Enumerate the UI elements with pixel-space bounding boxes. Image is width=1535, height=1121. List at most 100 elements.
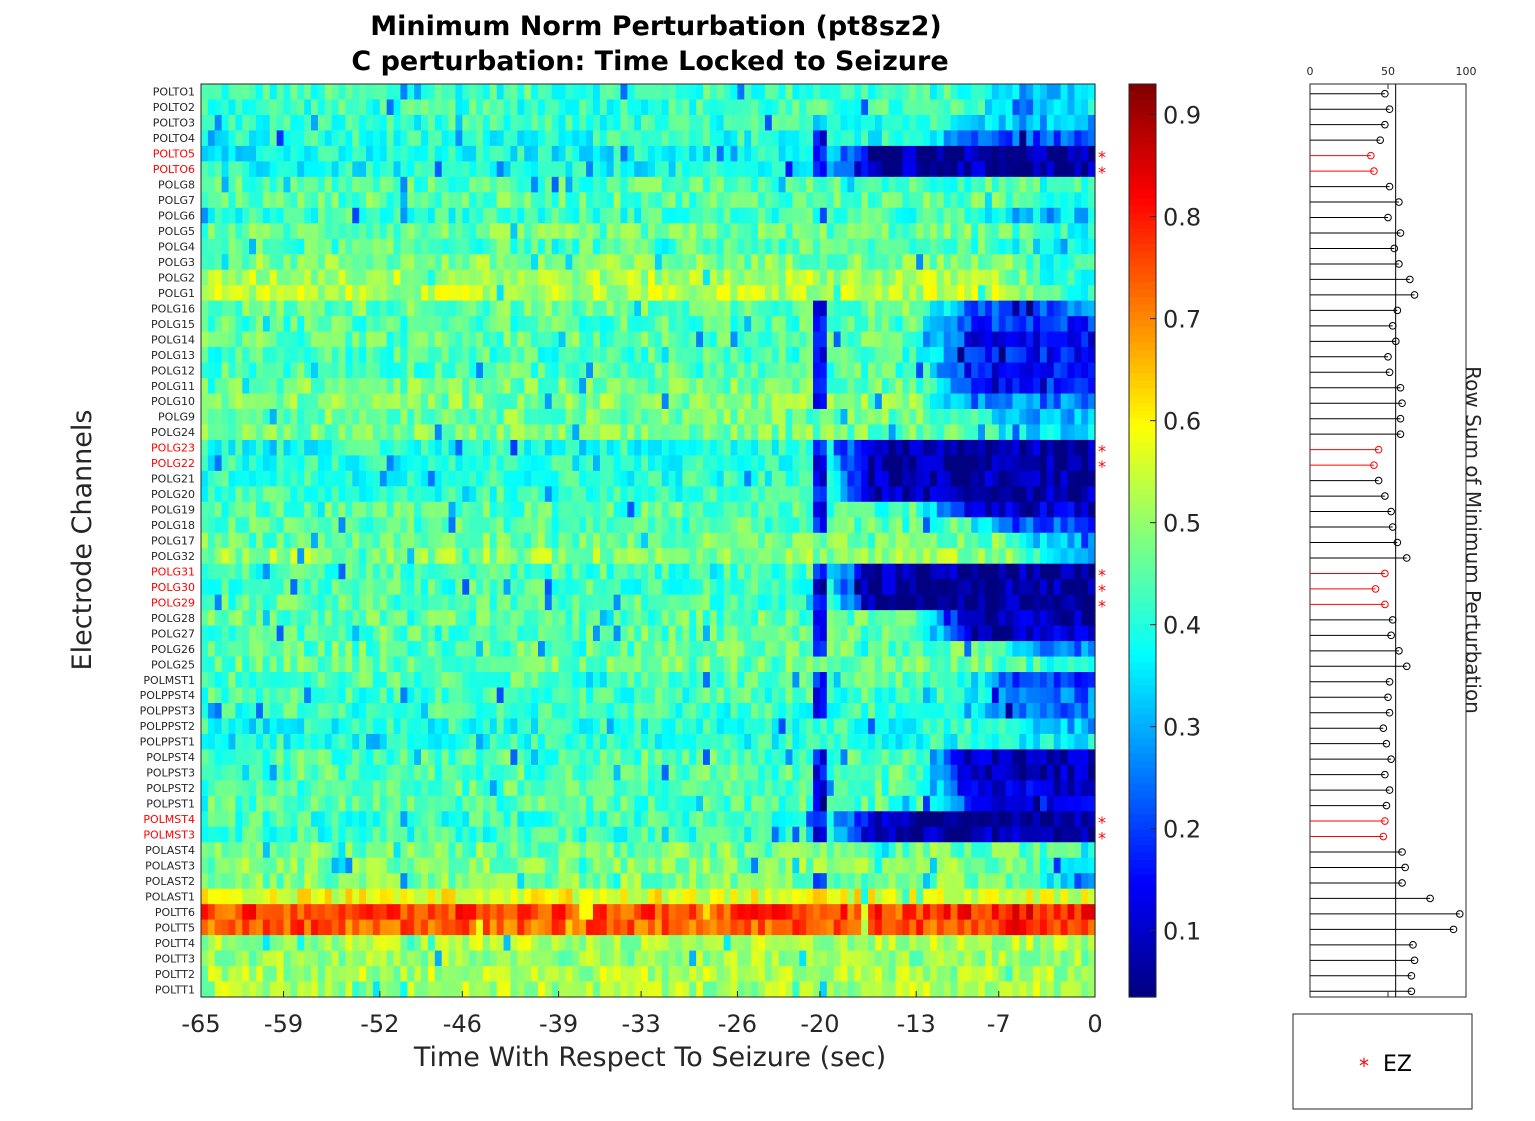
heatmap-cell — [414, 362, 422, 379]
heatmap-cell — [627, 532, 635, 549]
heatmap-cell — [517, 130, 525, 147]
heatmap-cell — [888, 579, 897, 596]
heatmap-cell — [324, 470, 333, 487]
heatmap-cell — [744, 84, 752, 101]
heatmap-cell — [352, 176, 360, 193]
heatmap-cell — [455, 424, 463, 441]
heatmap-cell — [359, 84, 367, 101]
heatmap-cell — [579, 316, 587, 333]
heatmap-cell — [345, 192, 353, 209]
heatmap-cell — [476, 285, 484, 302]
heatmap-cell — [675, 362, 683, 379]
heatmap-cell — [235, 579, 243, 596]
heatmap-cell — [489, 207, 498, 224]
heatmap-cell — [393, 439, 402, 456]
heatmap-cell — [221, 455, 230, 472]
heatmap-cell — [785, 486, 794, 503]
heatmap-cell — [256, 347, 264, 364]
heatmap-cell — [950, 223, 959, 240]
heatmap-cell — [1060, 486, 1069, 503]
heatmap-cell — [572, 641, 580, 658]
heatmap-cell — [895, 161, 904, 178]
heatmap-cell — [929, 223, 938, 240]
heatmap-cell — [317, 161, 326, 178]
heatmap-cell — [895, 424, 904, 441]
heatmap-cell — [888, 408, 897, 426]
heatmap-cell — [531, 254, 539, 271]
heatmap-cell — [709, 223, 718, 240]
heatmap-cell — [998, 84, 1007, 101]
heatmap-cell — [269, 114, 278, 132]
heatmap-cell — [709, 99, 718, 116]
heatmap-cell — [462, 161, 470, 178]
heatmap-cell — [1039, 594, 1048, 611]
heatmap-cell — [723, 548, 732, 565]
heatmap-cell — [902, 378, 910, 395]
heatmap-cell — [579, 331, 587, 348]
heatmap-cell — [1033, 610, 1041, 627]
heatmap-cell — [881, 130, 890, 147]
heatmap-cell — [682, 238, 690, 255]
heatmap-cell — [771, 610, 780, 627]
heatmap-cell — [393, 486, 402, 503]
heatmap-cell — [421, 455, 429, 472]
heatmap-cell — [744, 192, 752, 209]
heatmap-cell — [531, 625, 539, 642]
heatmap-cell — [654, 625, 663, 642]
heatmap-cell — [586, 84, 594, 101]
heatmap-cell — [469, 625, 477, 642]
heatmap-cell — [572, 424, 580, 441]
heatmap-cell — [641, 84, 649, 101]
heatmap-cell — [558, 656, 567, 673]
heatmap-cell — [269, 579, 278, 596]
heatmap-cell — [1005, 269, 1014, 286]
heatmap-cell — [854, 285, 862, 302]
heatmap-cell — [379, 532, 388, 549]
heatmap-cell — [991, 300, 1000, 317]
heatmap-cell — [441, 378, 450, 395]
heatmap-cell — [909, 424, 917, 441]
heatmap-cell — [813, 269, 821, 286]
heatmap-cell — [1088, 424, 1096, 441]
heatmap-cell — [888, 393, 897, 410]
heatmap-cell — [778, 145, 787, 162]
heatmap-cell — [696, 486, 704, 503]
heatmap-cell — [558, 455, 567, 472]
heatmap-cell — [1053, 300, 1062, 317]
heatmap-cell — [1046, 114, 1055, 132]
heatmap-cell — [338, 378, 347, 395]
heatmap-cell — [1081, 594, 1089, 611]
heatmap-cell — [462, 656, 470, 673]
heatmap-cell — [799, 393, 807, 410]
heatmap-cell — [703, 176, 711, 193]
heatmap-cell — [819, 207, 828, 224]
heatmap-cell — [984, 347, 993, 364]
heatmap-cell — [386, 548, 395, 565]
heatmap-cell — [874, 84, 883, 101]
heatmap-cell — [1074, 347, 1082, 364]
heatmap-cell — [338, 424, 347, 441]
heatmap-cell — [881, 84, 890, 101]
heatmap-cell — [641, 316, 649, 333]
heatmap-cell — [819, 455, 828, 472]
heatmap-cell — [592, 176, 601, 193]
heatmap-cell — [833, 424, 842, 441]
heatmap-cell — [716, 656, 725, 673]
heatmap-cell — [283, 254, 291, 271]
heatmap-cell — [703, 207, 711, 224]
heatmap-cell — [840, 316, 849, 333]
heatmap-cell — [558, 238, 567, 255]
heatmap-cell — [290, 347, 298, 364]
heatmap-cell — [262, 625, 271, 642]
heatmap-cell — [537, 548, 546, 565]
heatmap-cell — [888, 347, 897, 364]
heatmap-cell — [414, 563, 422, 580]
heatmap-cell — [1088, 641, 1096, 658]
heatmap-cell — [221, 362, 230, 379]
heatmap-cell — [1033, 254, 1041, 271]
heatmap-cell — [304, 672, 312, 689]
heatmap-cell — [448, 192, 457, 209]
heatmap-cell — [290, 207, 298, 224]
heatmap-cell — [1081, 517, 1089, 534]
heatmap-cell — [579, 207, 587, 224]
